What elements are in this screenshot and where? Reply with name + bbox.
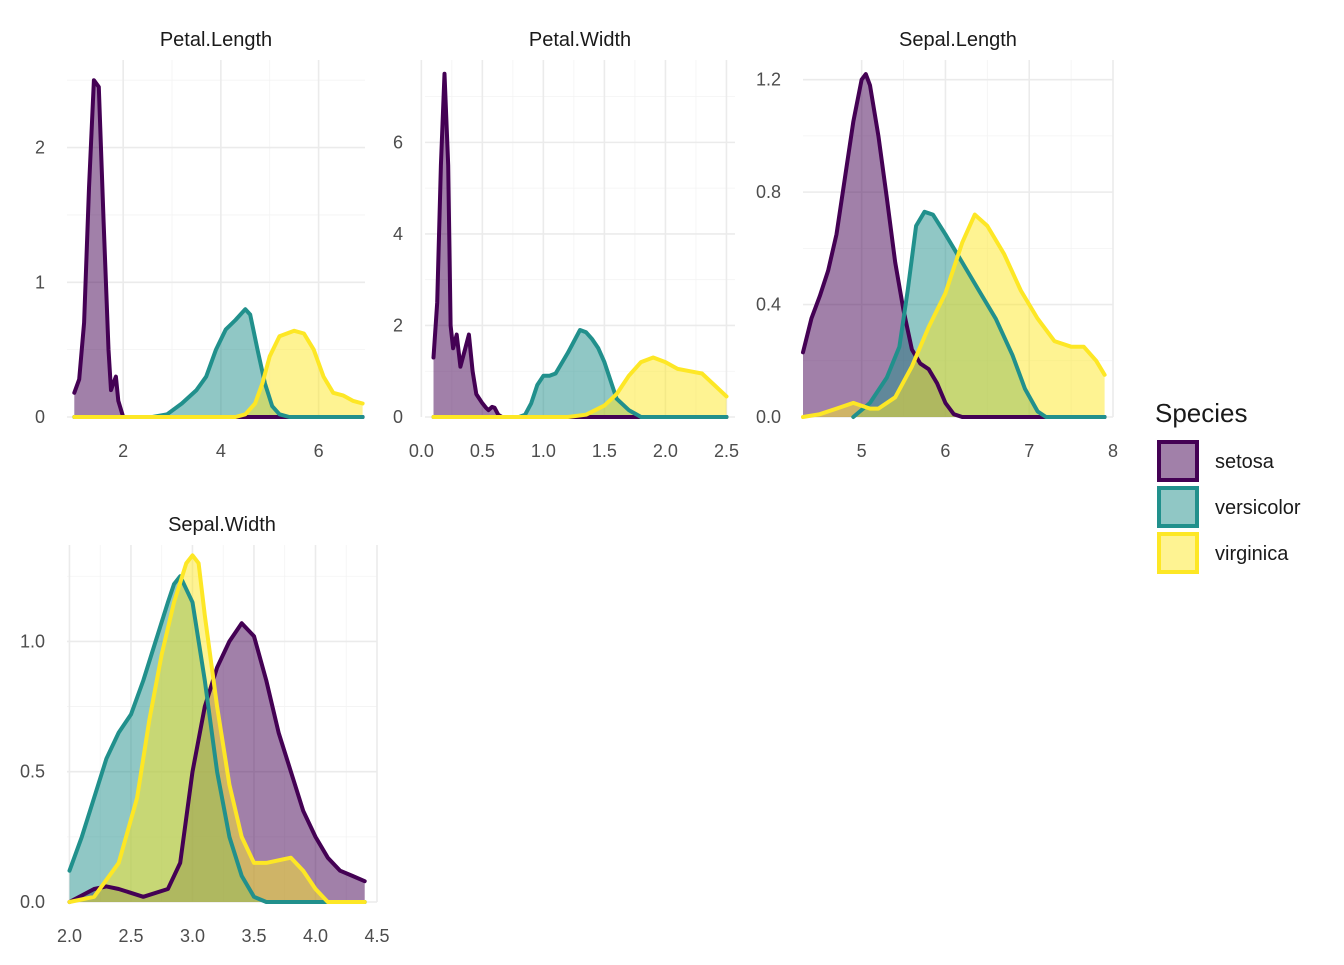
x-tick-label: 0.5: [470, 441, 495, 461]
x-tick-label: 2.0: [57, 926, 82, 946]
legend-label-virginica: virginica: [1215, 543, 1289, 565]
legend: Species setosa versicolor virginica: [1155, 398, 1301, 574]
x-tick-label: 4.0: [303, 926, 328, 946]
y-tick-label: 0.5: [20, 762, 45, 782]
y-tick-label: 0: [35, 407, 45, 427]
density-line-virginica: [801, 212, 1107, 419]
legend-key-versicolor: [1157, 486, 1199, 528]
panel-sepal-length: Sepal.Length 5 6 7 8 0.0 0.4 0.8 1.2: [756, 29, 1118, 461]
x-tick-label: 3.0: [180, 926, 205, 946]
density-area-virginica: [74, 330, 363, 417]
density-area-setosa: [433, 73, 727, 417]
y-tick-label: 0.4: [756, 295, 781, 315]
y-tick-label: 2: [35, 138, 45, 158]
density-area-virginica: [433, 357, 727, 417]
density-area-versicolor: [74, 309, 363, 417]
x-tick-label: 2.0: [653, 441, 678, 461]
x-tick-label: 2.5: [714, 441, 739, 461]
x-tick-label: 7: [1024, 441, 1034, 461]
x-tick-label: 6: [940, 441, 950, 461]
y-tick-label: 0.0: [756, 407, 781, 427]
density-area-setosa: [74, 80, 363, 417]
density-line-versicolor: [72, 307, 365, 419]
legend-key-virginica: [1157, 532, 1199, 574]
density-line-setosa: [72, 78, 365, 419]
legend-title: Species: [1155, 398, 1248, 428]
legend-key-setosa: [1157, 440, 1199, 482]
y-tick-label: 2: [393, 315, 403, 335]
x-tick-label: 3.5: [241, 926, 266, 946]
y-tick-label: 1: [35, 272, 45, 292]
y-tick-label: 1.2: [756, 70, 781, 90]
density-line-versicolor: [67, 574, 367, 904]
x-tick-label: 2: [118, 441, 128, 461]
x-tick-label: 4: [216, 441, 226, 461]
panel-title: Petal.Length: [160, 29, 272, 51]
y-tick-label: 6: [393, 132, 403, 152]
density-area-virginica: [69, 555, 365, 902]
legend-label-versicolor: versicolor: [1215, 497, 1301, 519]
density-area-versicolor: [433, 330, 727, 417]
x-tick-label: 8: [1108, 441, 1118, 461]
density-area-virginica: [803, 214, 1105, 417]
density-line-versicolor: [431, 328, 729, 419]
density-line-virginica: [72, 328, 365, 419]
x-tick-label: 0.0: [409, 441, 434, 461]
density-line-setosa: [67, 621, 367, 904]
y-tick-label: 1.0: [20, 631, 45, 651]
x-tick-label: 2.5: [118, 926, 143, 946]
density-area-setosa: [803, 74, 1105, 417]
panel-sepal-width: Sepal.Width 2.0 2.5 3.0 3.5 4.0 4.5 0.0 0.5 1.0: [20, 514, 390, 946]
x-tick-label: 5: [857, 441, 867, 461]
panel-petal-width: Petal.Width 0.0 0.5 1.0 1.5 2.0 2.5 0 2 4 6: [393, 29, 739, 461]
density-line-setosa: [431, 71, 729, 419]
x-tick-label: 1.5: [592, 441, 617, 461]
density-line-setosa: [801, 72, 1107, 419]
x-tick-label: 1.0: [531, 441, 556, 461]
y-tick-label: 0: [393, 407, 403, 427]
panel-title: Sepal.Width: [168, 514, 276, 536]
density-line-virginica: [431, 355, 729, 419]
density-line-virginica: [67, 553, 367, 904]
panel-title: Petal.Width: [529, 29, 631, 51]
y-tick-label: 4: [393, 224, 403, 244]
panel-title: Sepal.Length: [899, 29, 1017, 51]
x-tick-label: 6: [314, 441, 324, 461]
panel-petal-length: Petal.Length 2 4 6 0 1 2: [35, 29, 365, 461]
y-tick-label: 0.8: [756, 182, 781, 202]
density-line-versicolor: [851, 209, 1107, 419]
y-tick-label: 0.0: [20, 892, 45, 912]
x-tick-label: 4.5: [364, 926, 389, 946]
legend-label-setosa: setosa: [1215, 451, 1275, 473]
